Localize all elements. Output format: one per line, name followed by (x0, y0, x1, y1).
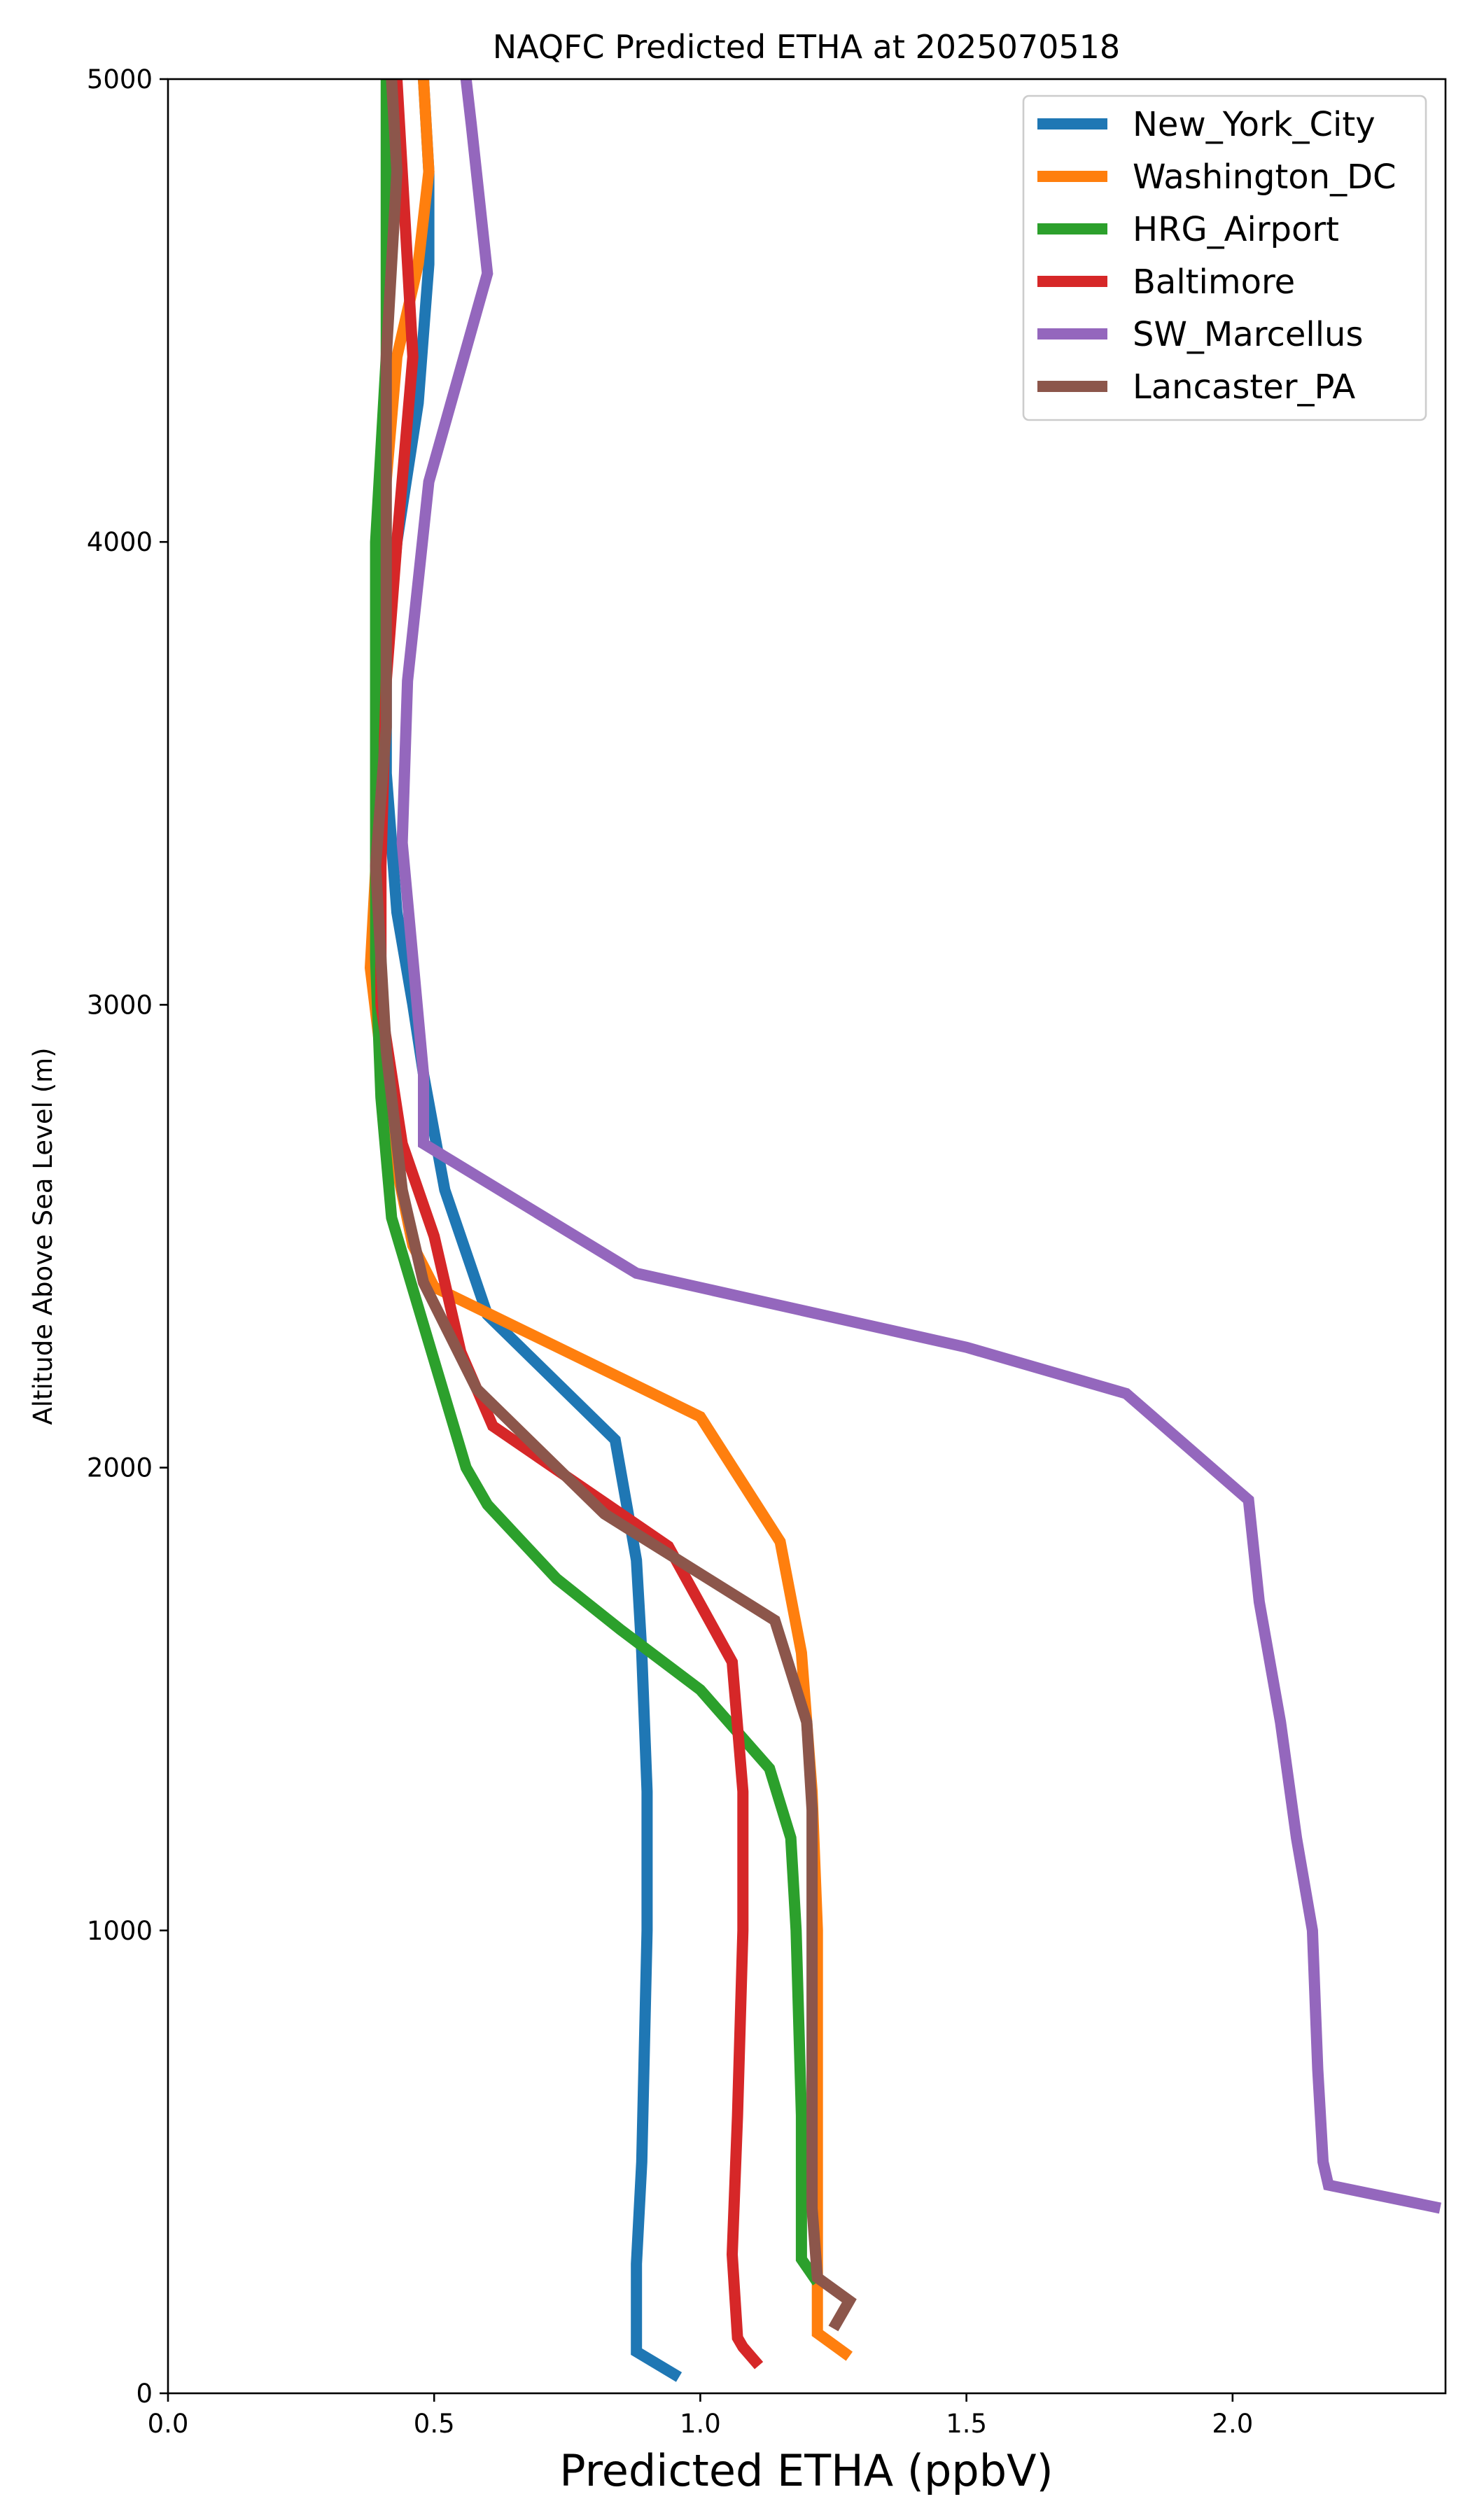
series-line-lancaster-pa (370, 78, 857, 2332)
x-tick-label: 0.0 (148, 2409, 189, 2439)
series-line-hrg-airport (370, 79, 822, 2286)
series-line-sw-marcellus (396, 78, 1442, 2214)
y-axis: 0 1000 2000 3000 4000 5000 (87, 64, 168, 2409)
y-tick-label: 3000 (87, 990, 153, 1020)
x-tick-label: 0.5 (414, 2409, 455, 2439)
legend-label: New_York_City (1133, 105, 1376, 144)
plot-lines (364, 78, 1442, 2382)
y-tick-label: 0 (136, 2379, 153, 2409)
y-axis-label: Altitude Above Sea Level (m) (28, 1047, 58, 1424)
x-axis-label: Predicted ETHA (ppbV) (559, 2445, 1053, 2496)
x-tick-label: 1.5 (946, 2409, 987, 2439)
legend-label: Baltimore (1133, 262, 1295, 302)
y-tick-label: 5000 (87, 64, 153, 94)
legend: New_York_City Washington_DC HRG_Airport Bal… (1022, 94, 1427, 421)
y-tick-label: 2000 (87, 1453, 153, 1483)
legend-label: Lancaster_PA (1133, 368, 1355, 407)
y-tick-label: 4000 (87, 527, 153, 557)
legend-label: HRG_Airport (1133, 210, 1339, 249)
y-tick-label: 1000 (87, 1916, 153, 1946)
x-tick-label: 1.0 (680, 2409, 721, 2439)
legend-frame (1022, 94, 1427, 421)
plot-frame (167, 78, 1447, 2395)
x-tick-label: 2.0 (1212, 2409, 1253, 2439)
x-axis: 0.0 0.5 1.0 1.5 2.0 (148, 2393, 1253, 2439)
legend-label: Washington_DC (1133, 158, 1396, 197)
legend-label: SW_Marcellus (1133, 315, 1363, 354)
chart-title: NAQFC Predicted ETHA at 2025070518 (493, 28, 1120, 66)
